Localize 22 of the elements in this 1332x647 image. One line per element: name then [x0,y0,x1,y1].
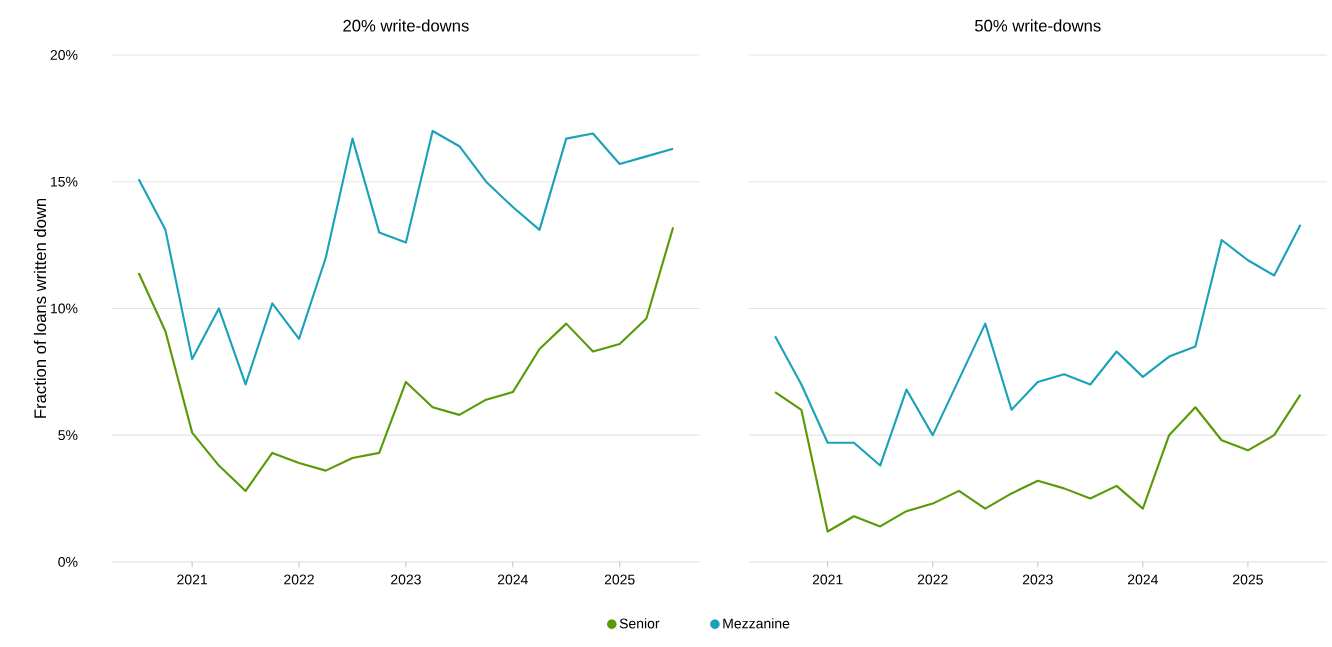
x-tick-label: 2023 [391,574,421,585]
line-series [137,226,675,493]
x-tick-label: 2023 [1022,574,1053,585]
x-tick-label: 2022 [284,574,314,585]
legend-label: Mezzanine [723,618,790,629]
line-series [137,130,675,386]
y-axis-title: Fraction of loans written down [33,198,47,418]
x-tick-label: 2024 [1128,574,1158,585]
x-tick-label: 2022 [917,574,948,585]
y-tick-label: 0% [58,557,78,567]
y-tick-label: 5% [58,430,78,441]
y-tick-label: 15% [51,176,78,187]
y-tick-label: 20% [50,50,78,61]
x-tick-label: 2025 [604,574,635,585]
chart-title: 50% write-downs [975,19,1101,32]
legend-label: Senior [619,618,660,629]
chart-title: 20% write-downs [343,19,469,32]
x-tick-label: 2021 [812,574,843,585]
x-tick-label: 2021 [177,574,208,585]
x-tick-label: 2025 [1233,574,1263,585]
y-tick-label: 10% [51,303,78,314]
x-tick-label: 2024 [497,574,528,585]
